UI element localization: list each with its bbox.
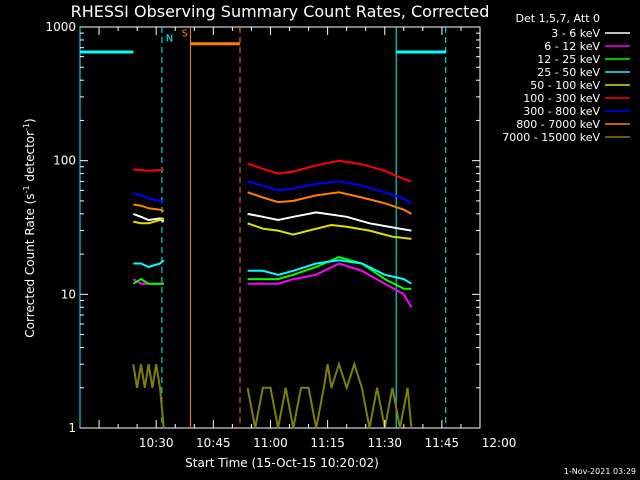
y-tick-label: 1 xyxy=(68,421,76,435)
series-line xyxy=(133,192,165,204)
series-line xyxy=(132,277,164,285)
legend-label: 800 - 7000 keV xyxy=(516,118,600,131)
legend-label: 6 - 12 keV xyxy=(544,40,600,53)
y-tick-label: 1000 xyxy=(45,20,76,34)
x-tick-label: 10:45 xyxy=(196,436,231,450)
legend-label: 12 - 25 keV xyxy=(537,53,600,66)
x-tick-label: 11:30 xyxy=(367,436,402,450)
chart-title: RHESSI Observing Summary Count Rates, Co… xyxy=(71,2,490,21)
x-tick-label: 10:30 xyxy=(139,436,174,450)
x-tick-label: 12:00 xyxy=(482,436,517,450)
legend-header: Det 1,5,7, Att 0 xyxy=(516,12,600,25)
series-line xyxy=(133,259,165,269)
legend-label: 300 - 800 keV xyxy=(523,105,600,118)
legend-label: 50 - 100 keV xyxy=(530,79,600,92)
series-line xyxy=(247,222,412,240)
series-line xyxy=(133,203,165,212)
y-tick-label: 100 xyxy=(53,154,76,168)
series-line xyxy=(247,259,412,285)
series-line xyxy=(132,364,165,429)
annotation-label: N xyxy=(166,33,173,44)
series-line xyxy=(247,262,413,308)
y-tick-label: 10 xyxy=(61,287,76,301)
x-axis: 10:30 10:45 11:00 11:15 11:30 11:45 12:00 xyxy=(98,27,517,450)
legend-label: 25 - 50 keV xyxy=(537,66,600,79)
x-tick-label: 11:15 xyxy=(310,436,345,450)
legend-label: 7000 - 15000 keV xyxy=(502,131,600,144)
legend-label: 3 - 6 keV xyxy=(551,27,600,40)
legend-label: 100 - 300 keV xyxy=(523,92,600,105)
series-line xyxy=(247,180,412,205)
series-line xyxy=(133,217,165,225)
series-line xyxy=(246,360,413,429)
annotation-label: S xyxy=(182,28,188,39)
series-line xyxy=(247,191,412,215)
series-line xyxy=(247,211,412,232)
timestamp: 1-Nov-2021 03:29 xyxy=(564,467,636,476)
x-tick-label: 11:00 xyxy=(253,436,288,450)
x-axis-label: Start Time (15-Oct-15 10:20:02) xyxy=(185,456,379,470)
x-tick-label: 11:45 xyxy=(425,436,460,450)
y-axis: 1 10 100 1000 xyxy=(45,20,480,435)
series-line xyxy=(133,168,164,172)
series-line xyxy=(247,159,412,183)
y-axis-label: Corrected Count Rate (s-1 detector-1) xyxy=(22,118,37,337)
series-layer xyxy=(132,159,413,429)
